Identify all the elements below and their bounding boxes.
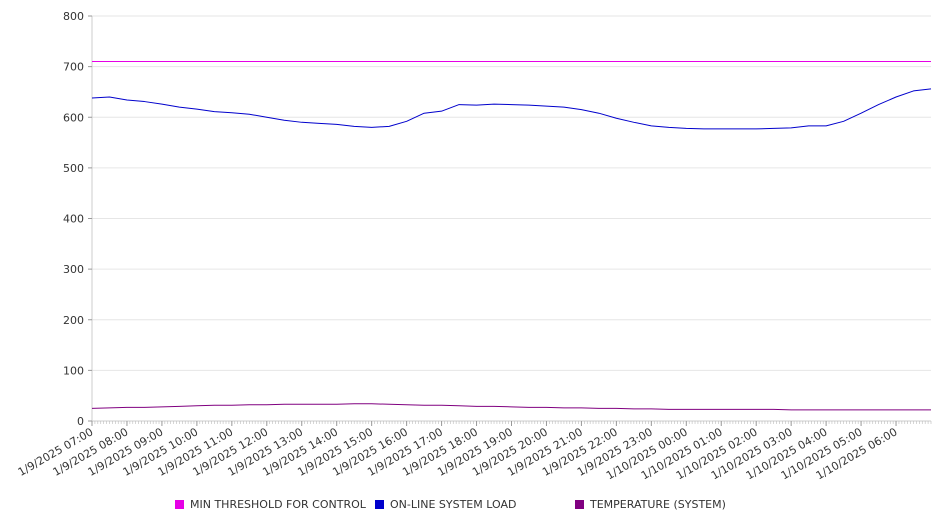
series-line-temperature bbox=[91, 403, 931, 411]
legend-label-system-load: ON-LINE SYSTEM LOAD bbox=[390, 498, 517, 511]
legend-swatch-temperature bbox=[575, 500, 584, 509]
series-line-system-load bbox=[91, 88, 932, 130]
y-tick-label: 300 bbox=[63, 263, 84, 276]
legend-label-threshold: MIN THRESHOLD FOR CONTROL bbox=[190, 498, 366, 511]
y-axis-ticks: 0 100 200 300 400 500 600 700 800 bbox=[63, 10, 92, 428]
legend-swatch-system-load bbox=[375, 500, 384, 509]
y-tick-label: 500 bbox=[63, 162, 84, 175]
y-tick-label: 700 bbox=[63, 61, 84, 74]
legend: MIN THRESHOLD FOR CONTROL ON-LINE SYSTEM… bbox=[0, 498, 946, 514]
y-tick-label: 800 bbox=[63, 10, 84, 23]
x-axis-ticks: 1/9/2025 07:001/9/2025 08:001/9/2025 09:… bbox=[16, 421, 932, 482]
y-tick-label: 400 bbox=[63, 213, 84, 226]
y-tick-label: 100 bbox=[63, 364, 84, 377]
y-tick-label: 200 bbox=[63, 314, 84, 327]
legend-swatch-threshold bbox=[175, 500, 184, 509]
legend-item-threshold[interactable]: MIN THRESHOLD FOR CONTROL bbox=[175, 498, 366, 511]
y-tick-label: 600 bbox=[63, 111, 84, 124]
grid-lines bbox=[92, 15, 931, 371]
y-tick-label: 0 bbox=[77, 415, 84, 428]
series-lines bbox=[91, 61, 932, 411]
legend-item-temperature[interactable]: TEMPERATURE (SYSTEM) bbox=[575, 498, 726, 511]
legend-item-system-load[interactable]: ON-LINE SYSTEM LOAD bbox=[375, 498, 516, 511]
legend-label-temperature: TEMPERATURE (SYSTEM) bbox=[590, 498, 726, 511]
